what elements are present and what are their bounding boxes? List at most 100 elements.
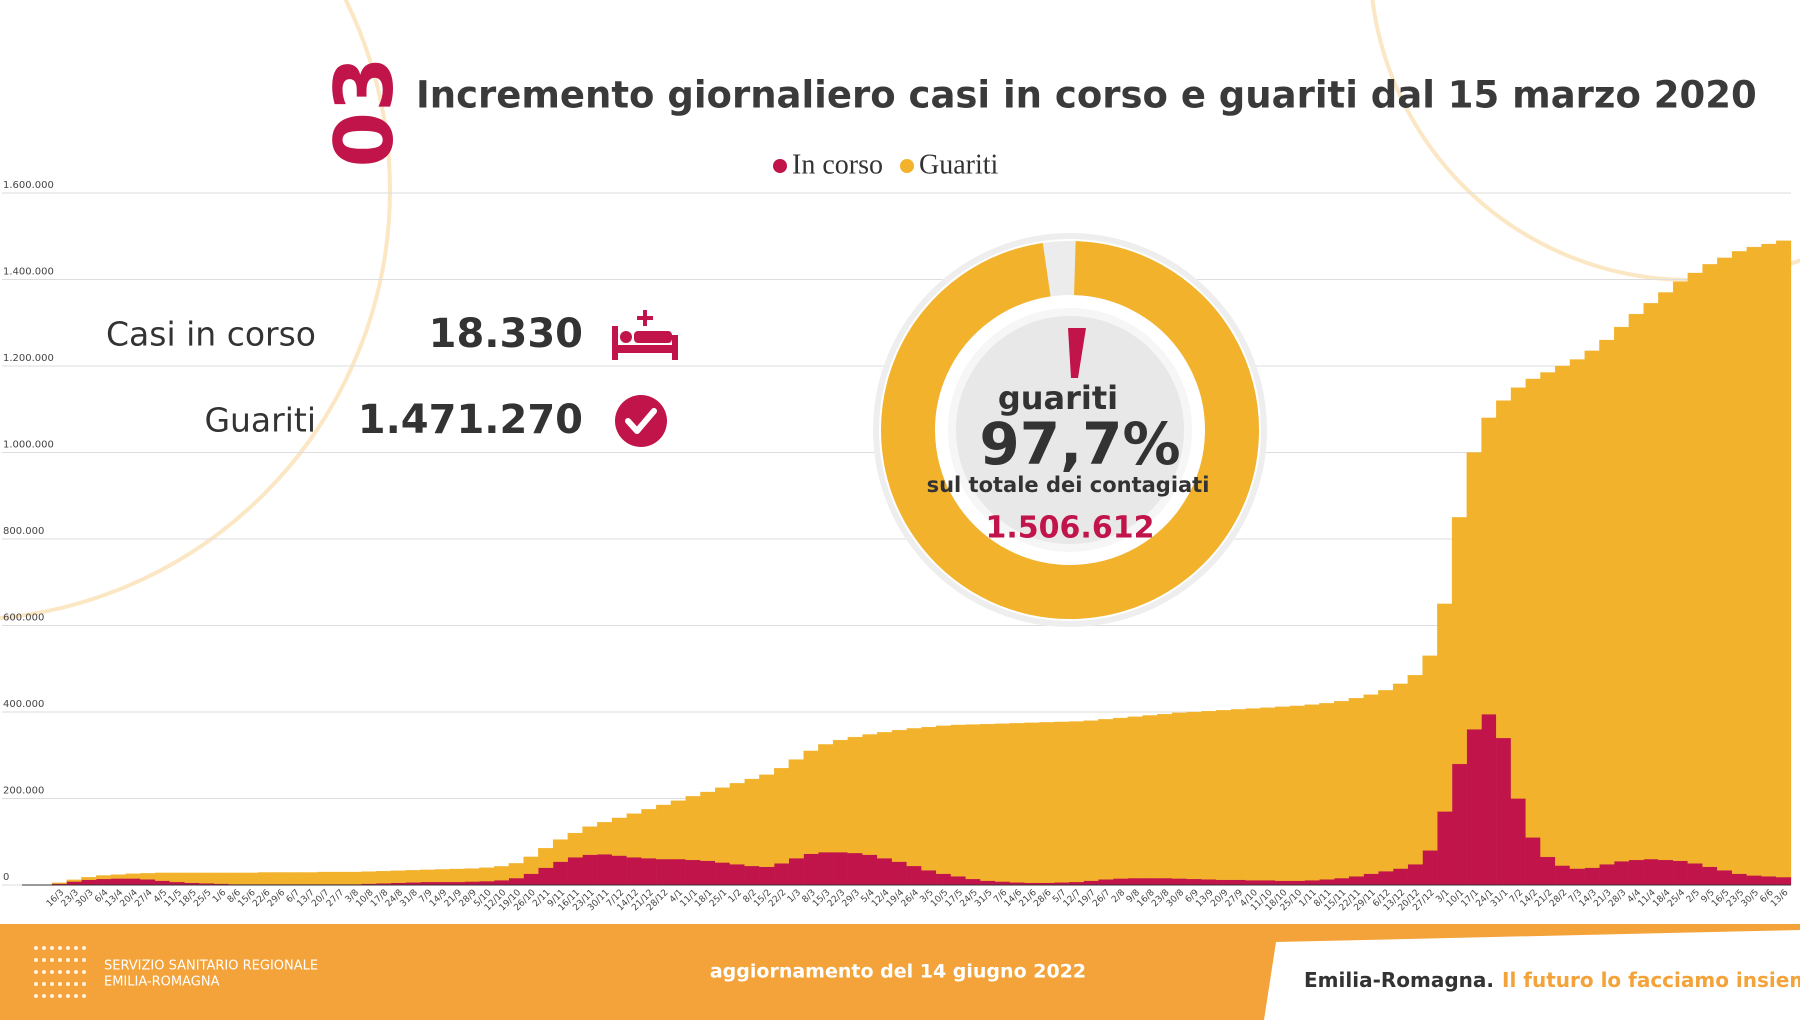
bar xyxy=(479,867,495,882)
bar xyxy=(862,854,878,886)
donut xyxy=(873,233,1267,627)
donut-accent xyxy=(1068,328,1086,378)
bar xyxy=(803,750,819,855)
bar xyxy=(1039,722,1055,883)
legend-marker xyxy=(899,159,914,173)
bar xyxy=(1157,877,1173,886)
x-tick-label: 2/5 xyxy=(1685,888,1702,905)
bar xyxy=(1348,698,1364,877)
bar xyxy=(1599,339,1615,865)
bar xyxy=(700,860,716,886)
kpi-label: Guariti xyxy=(204,401,316,440)
bar xyxy=(1422,850,1438,886)
bar xyxy=(641,809,657,859)
bar xyxy=(906,865,922,886)
bar xyxy=(715,862,731,886)
bar xyxy=(390,870,406,883)
y-tick-label: 1.400.000 xyxy=(3,267,54,278)
bar xyxy=(773,863,790,886)
bar xyxy=(1731,251,1747,874)
bar xyxy=(1171,878,1187,886)
bar xyxy=(435,869,451,883)
bar xyxy=(1289,705,1305,881)
bar xyxy=(1171,712,1187,879)
bar xyxy=(1569,359,1585,869)
bar xyxy=(700,791,716,861)
bar xyxy=(1260,707,1276,881)
y-tick-label: 1.000.000 xyxy=(3,440,54,451)
bar xyxy=(302,872,318,885)
bar xyxy=(1245,708,1261,881)
bar xyxy=(995,723,1011,882)
bar xyxy=(1363,694,1379,874)
bar xyxy=(877,732,893,859)
bar xyxy=(1230,879,1246,886)
bar xyxy=(656,858,672,886)
bar xyxy=(1481,714,1497,886)
bar xyxy=(1230,709,1246,880)
bar xyxy=(980,880,996,886)
bar xyxy=(1201,710,1217,880)
bar xyxy=(1348,876,1364,886)
bar xyxy=(184,872,200,883)
bar xyxy=(950,876,966,886)
bar xyxy=(1540,856,1556,886)
bar xyxy=(155,872,171,881)
bar xyxy=(1112,717,1128,879)
bar xyxy=(272,872,288,885)
bar xyxy=(1599,864,1615,886)
bar xyxy=(1378,690,1394,872)
bar xyxy=(759,866,775,886)
org-line: EMILIA-ROMAGNA xyxy=(104,975,220,990)
bar xyxy=(493,866,510,881)
bar xyxy=(376,871,392,884)
bar xyxy=(125,878,141,886)
bar xyxy=(582,854,598,886)
bar xyxy=(1584,350,1600,868)
bar xyxy=(96,875,112,880)
brand-line: Emilia-Romagna. Il futuro lo facciamo ins… xyxy=(1304,968,1800,992)
org-line: SERVIZIO SANITARIO REGIONALE xyxy=(104,959,318,974)
bar xyxy=(1569,868,1585,886)
x-tick-label: 1/2 xyxy=(727,888,744,905)
bar xyxy=(1510,387,1526,799)
slogan: Il futuro lo facciamo insieme. xyxy=(1502,968,1800,992)
bar xyxy=(1392,868,1408,886)
bar xyxy=(1333,877,1350,886)
bar xyxy=(1687,272,1703,864)
bar xyxy=(1451,763,1467,886)
x-tick-label: 1/3 xyxy=(786,888,803,905)
bar xyxy=(140,873,156,880)
bar xyxy=(1643,858,1659,886)
bar xyxy=(1024,722,1040,883)
bar xyxy=(405,870,421,883)
bar xyxy=(1142,877,1158,886)
bar xyxy=(656,804,672,860)
donut-value: 97,7% xyxy=(979,410,1180,478)
bar xyxy=(1216,710,1232,880)
bar xyxy=(1245,880,1261,886)
logo-dots xyxy=(34,946,86,998)
bar xyxy=(538,867,554,886)
bar xyxy=(1746,246,1762,876)
bar xyxy=(1392,683,1408,869)
bar xyxy=(921,870,937,886)
bar xyxy=(552,839,568,862)
bar xyxy=(81,879,97,886)
bar xyxy=(965,724,981,880)
bar xyxy=(1481,417,1497,715)
bar xyxy=(1275,706,1291,881)
bar xyxy=(582,826,598,855)
bar xyxy=(1555,365,1571,866)
donut-caption: sul totale dei contagiati xyxy=(927,473,1210,497)
donut-label: guariti xyxy=(998,379,1118,417)
bar xyxy=(464,868,480,882)
bar xyxy=(1451,517,1467,765)
bar xyxy=(685,859,701,886)
bar xyxy=(715,787,731,863)
kpi-label: Casi in corso xyxy=(106,315,316,354)
bar xyxy=(258,872,274,885)
y-tick-label: 400.000 xyxy=(3,699,44,710)
